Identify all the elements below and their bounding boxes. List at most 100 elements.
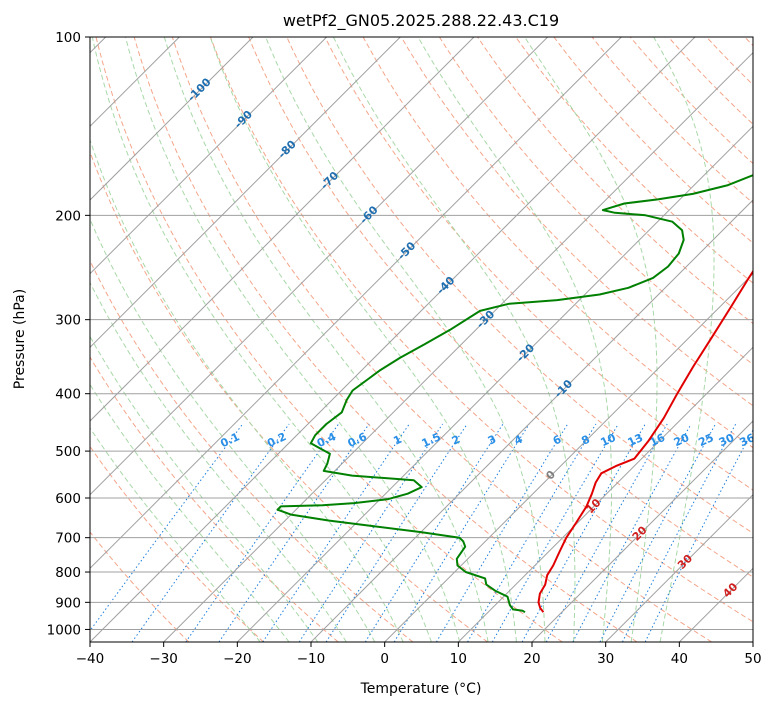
dry-adiabat [248, 37, 753, 578]
dry-adiabat [90, 259, 414, 642]
isotherm [384, 272, 753, 642]
mixing-ratio-label: 20 [672, 431, 692, 449]
dry-adiabat [90, 531, 190, 642]
mixing-ratio-line [644, 428, 753, 642]
y-tick-label: 200 [55, 208, 81, 224]
dry-adiabat [515, 37, 753, 284]
isotherm [90, 37, 622, 570]
moist-adiabat [91, 37, 432, 642]
isotherm [163, 51, 753, 642]
isotherm-label: -100 [185, 75, 214, 104]
y-tick-label: 100 [55, 30, 81, 46]
moist-adiabat [90, 138, 404, 642]
x-tick-label: 10 [450, 651, 467, 667]
mixing-ratio-label: 0.1 [218, 430, 241, 450]
isotherm [531, 420, 753, 642]
mixing-ratio-line [90, 423, 244, 632]
mixing-ratio-label: 1 [391, 433, 403, 448]
x-tick-label: 30 [597, 651, 614, 667]
moist-adiabat [90, 217, 376, 642]
mixing-ratio-line [218, 423, 370, 642]
line-labels: -100-90-80-70-60-50-40-30-20-10010203040… [185, 75, 753, 600]
background-lines [90, 37, 753, 642]
moist-adiabat [125, 37, 461, 642]
isotherm-label: -70 [318, 169, 341, 192]
moist-adiabat [90, 281, 347, 642]
isotherm [310, 199, 753, 642]
mixing-ratio-label: 16 [648, 431, 668, 449]
mixing-ratio-line [545, 423, 668, 642]
moist-adiabat [265, 37, 546, 642]
dry-adiabat [95, 37, 563, 642]
isotherm [90, 37, 475, 422]
dry-adiabat [171, 37, 712, 642]
mixing-ratio-line [599, 423, 716, 642]
dry-adiabat [133, 37, 638, 642]
y-axis-label: Pressure (hPa) [12, 289, 28, 389]
dry-adiabat [90, 445, 264, 642]
mixing-ratio-label: 10 [598, 431, 618, 449]
series-lines [276, 174, 753, 614]
mixing-ratio-line [572, 423, 692, 642]
isotherm [90, 37, 328, 275]
mixing-ratio-line [185, 423, 340, 642]
chart-title: wetPf2_GN05.2025.288.22.43.C19 [283, 11, 559, 31]
x-tick-label: −40 [76, 651, 105, 667]
isotherm-label: -50 [395, 239, 418, 262]
mixing-ratio-label: 30 [717, 431, 737, 449]
y-tick-label: 400 [55, 387, 81, 403]
y-tick-label: 600 [55, 491, 81, 507]
isotherm [90, 37, 549, 496]
isotherm [90, 37, 401, 349]
isotherm [90, 37, 696, 642]
y-tick-label: 900 [55, 595, 81, 611]
isotherm [90, 37, 254, 201]
isotherm-label: -60 [357, 203, 380, 226]
x-axis-label: Temperature (°C) [360, 681, 482, 697]
moist-adiabat [524, 37, 658, 642]
mixing-ratio-line [521, 423, 646, 642]
dry-adiabat [324, 37, 753, 491]
isotherm [236, 125, 753, 642]
moist-adiabat [90, 427, 261, 642]
isotherm [457, 346, 753, 642]
moist-adiabat [653, 37, 715, 642]
x-tick-label: 40 [671, 651, 688, 667]
mixing-ratio-label: 2 [450, 433, 462, 448]
moist-adiabat [209, 37, 517, 642]
temperature-profile [537, 269, 753, 613]
mixing-ratio-line [325, 423, 468, 642]
mixing-ratio-label: 13 [626, 431, 645, 449]
dry-adiabat [477, 37, 753, 325]
dry-adiabat [400, 37, 753, 407]
moist-adiabat [332, 37, 576, 642]
mixing-ratio-label: 25 [696, 431, 715, 449]
dry-adiabat [286, 37, 753, 534]
x-tick-label: 20 [523, 651, 540, 667]
moist-adiabat [417, 37, 612, 642]
mixing-ratio-line [491, 423, 619, 642]
x-tick-label: 0 [380, 651, 389, 667]
mixing-ratio-line [621, 423, 737, 642]
moist-adiabat [90, 383, 290, 642]
x-tick-label: −20 [223, 651, 252, 667]
x-axis: −40 −30 −20 −10 0 10 20 30 40 50 [76, 642, 762, 667]
dry-adiabat [744, 37, 753, 47]
x-tick-label: −30 [149, 651, 178, 667]
mixing-ratio-line [467, 423, 597, 642]
dry-adiabat [706, 37, 753, 86]
isotherm-label: -90 [232, 108, 255, 131]
dry-adiabat [591, 37, 753, 204]
dry-adiabat [210, 37, 753, 623]
mixing-ratio-line [298, 423, 444, 642]
y-tick-label: 1000 [47, 622, 81, 638]
y-tick-label: 500 [55, 444, 81, 460]
zero-isotherm-label: 0 [543, 468, 558, 483]
dewpoint-profile [276, 174, 753, 614]
mixing-ratio-line [131, 423, 290, 642]
dry-adiabat [362, 37, 753, 449]
moist-adiabat [163, 37, 489, 642]
dry-adiabat [438, 37, 753, 365]
plot-frame [89, 36, 754, 643]
dry-adiabat [553, 37, 753, 244]
